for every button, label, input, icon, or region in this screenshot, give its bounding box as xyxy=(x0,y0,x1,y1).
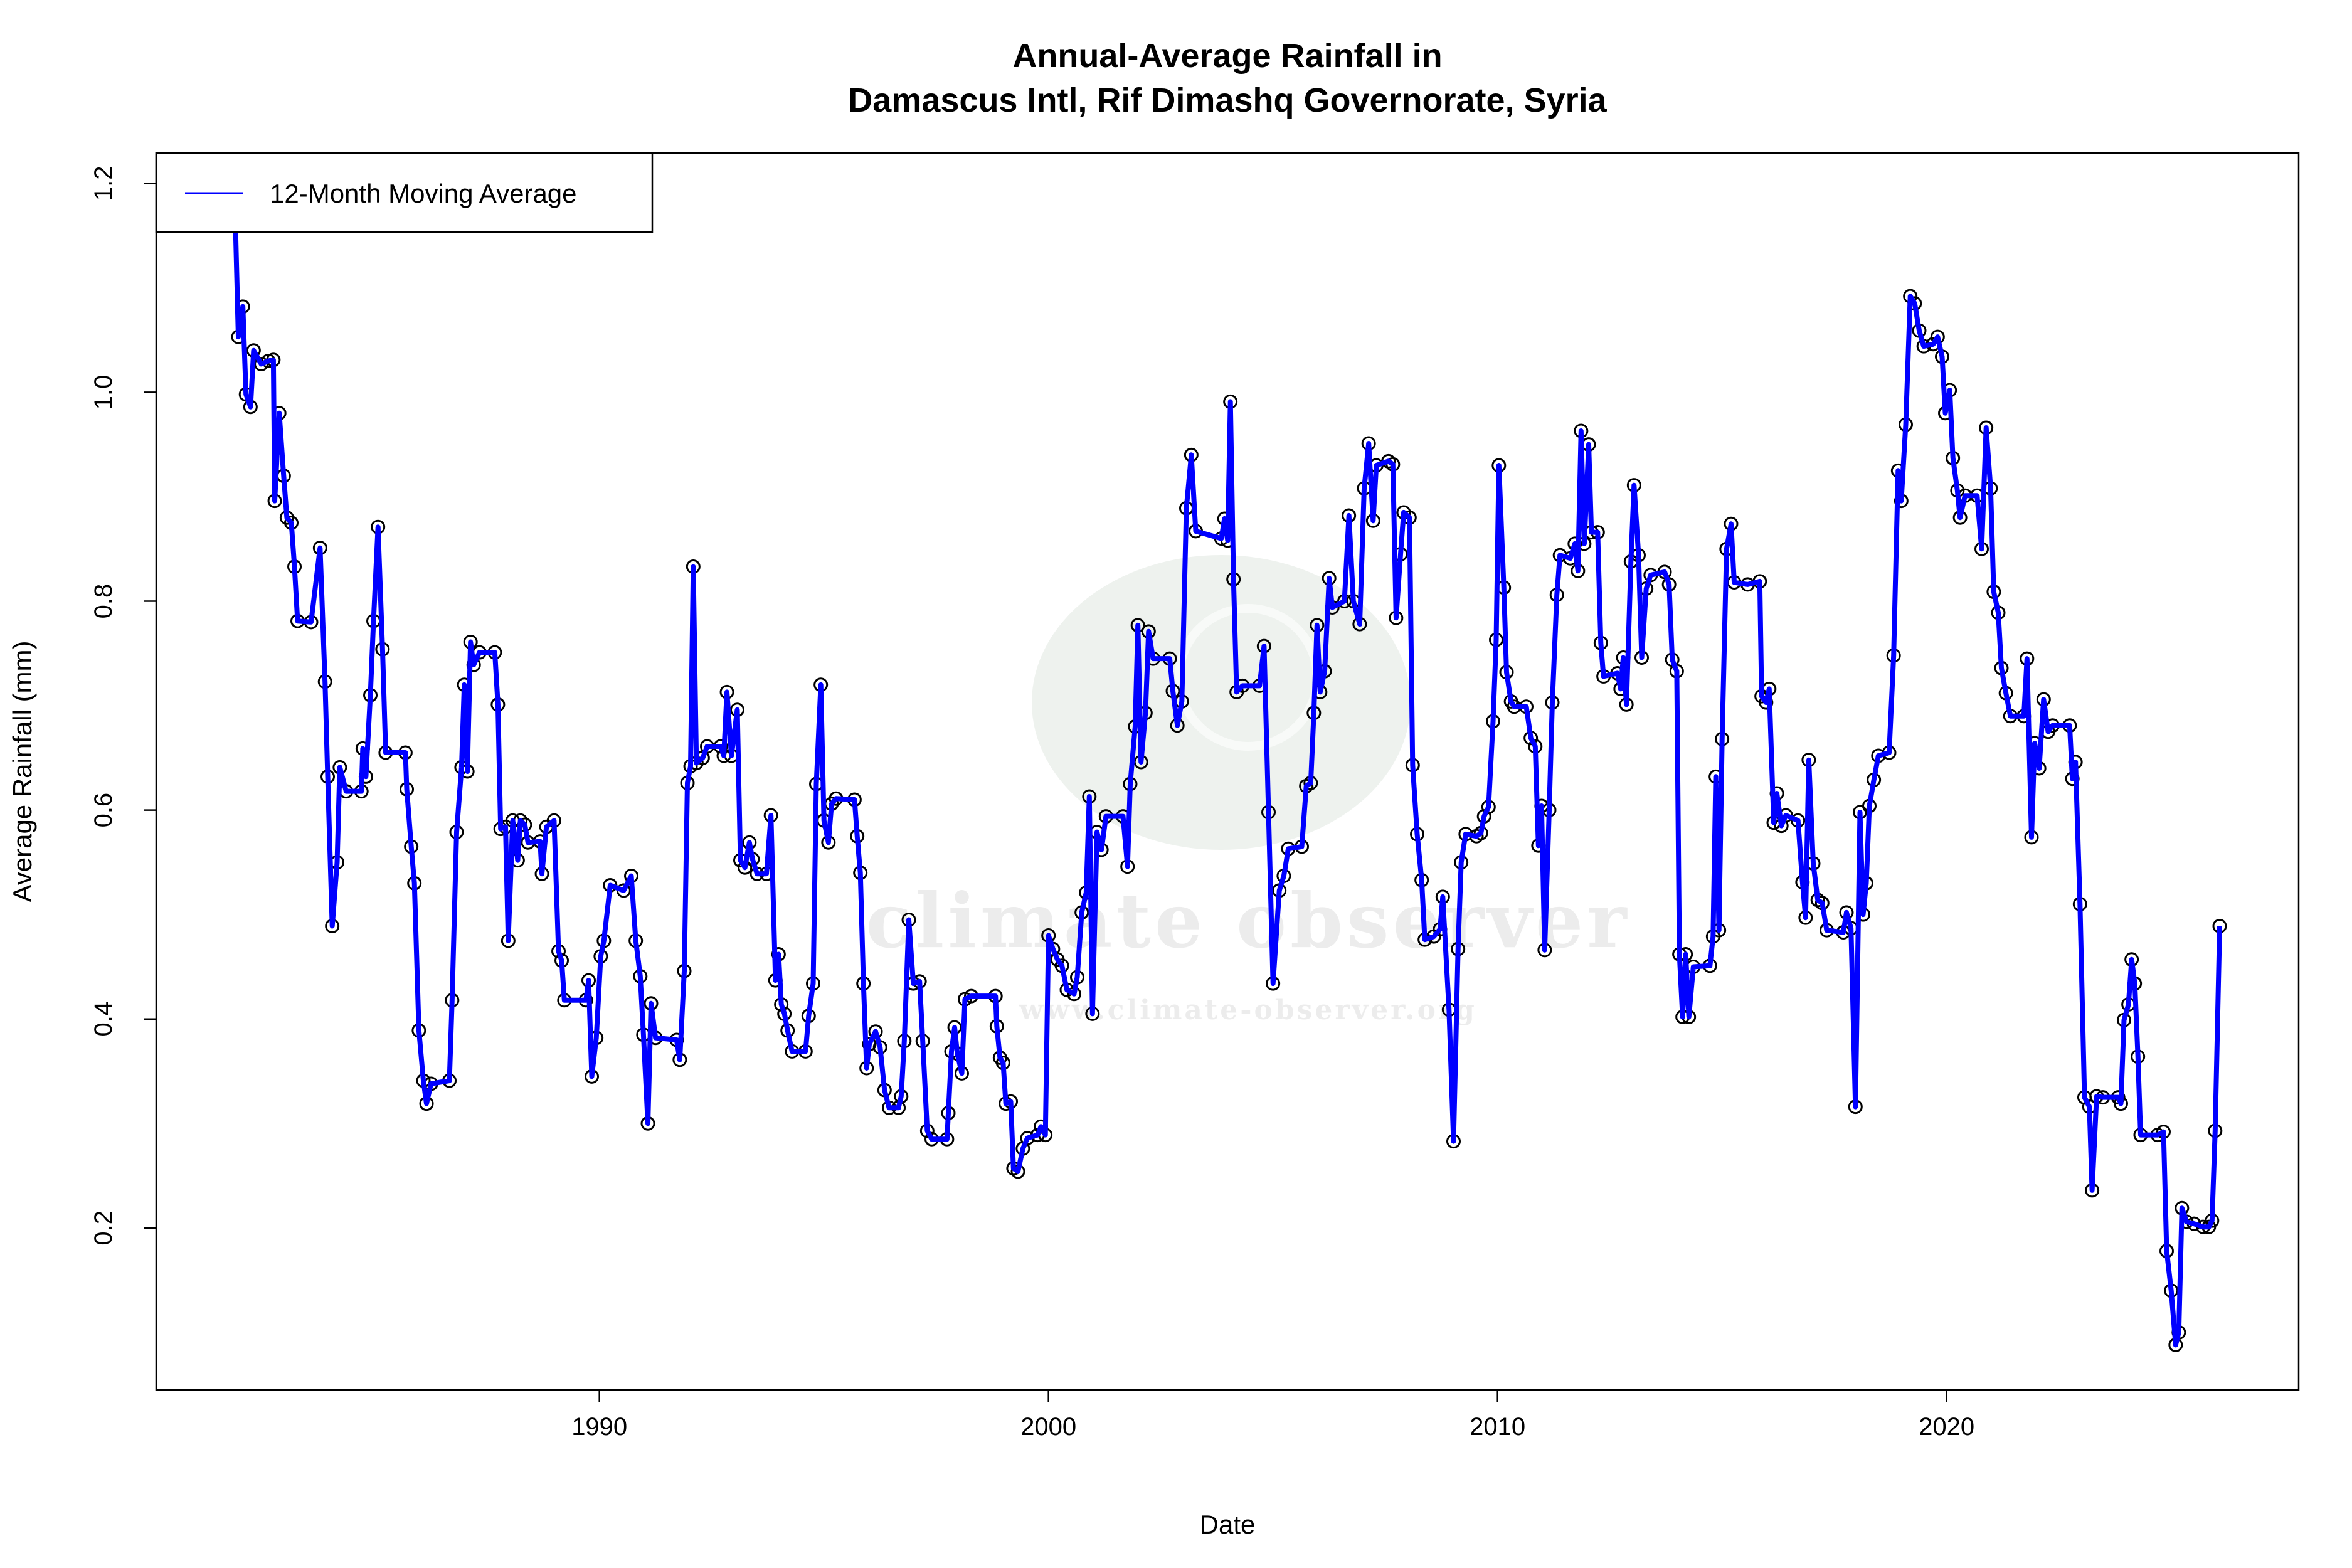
watermark-logo-text: climate observer xyxy=(866,877,1631,965)
legend-entry-label: 12-Month Moving Average xyxy=(270,179,577,208)
y-tick-label: 0.2 xyxy=(90,1210,117,1246)
watermark: climate observer www.climate-observer.or… xyxy=(866,555,1631,1026)
x-axis: 1990 2000 2010 2020 xyxy=(571,1390,1974,1441)
chart-subtitle: Damascus Intl, Rif Dimashq Governorate, … xyxy=(848,82,1607,119)
series-line xyxy=(233,215,2222,1348)
y-tick-label: 0.8 xyxy=(90,584,117,619)
y-tick-label: 0.4 xyxy=(90,1002,117,1037)
y-tick-label: 1.2 xyxy=(90,166,117,201)
y-axis-label: Average Rainfall (mm) xyxy=(8,640,37,902)
x-tick-label: 2020 xyxy=(1919,1413,1974,1441)
plot-marks xyxy=(228,207,2227,1352)
plot-frame xyxy=(155,152,2300,1391)
x-axis-label: Date xyxy=(1200,1510,1256,1539)
series-group xyxy=(228,207,2227,1352)
chart-title: Annual-Average Rainfall in xyxy=(1012,37,1442,75)
y-tick-label: 1.0 xyxy=(90,375,117,410)
legend: 12-Month Moving Average xyxy=(155,152,654,233)
y-tick-label: 0.6 xyxy=(90,793,117,828)
y-axis: 0.2 0.4 0.6 0.8 1.0 1.2 xyxy=(90,166,156,1246)
x-tick-label: 2000 xyxy=(1020,1413,1076,1441)
x-tick-label: 1990 xyxy=(571,1413,627,1441)
x-tick-label: 2010 xyxy=(1470,1413,1525,1441)
